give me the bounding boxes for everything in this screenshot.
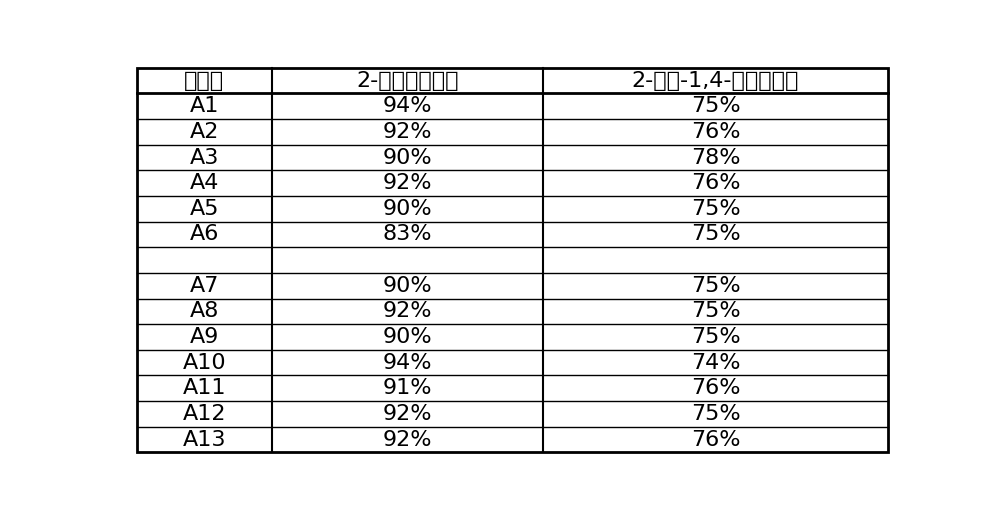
Text: 94%: 94%: [383, 96, 432, 116]
Text: A13: A13: [183, 430, 226, 450]
Text: A11: A11: [183, 379, 226, 398]
Text: 90%: 90%: [382, 199, 432, 219]
Text: 83%: 83%: [383, 225, 432, 245]
Text: 75%: 75%: [691, 199, 740, 219]
Text: 2-甲基-1,4-萘醌选择性: 2-甲基-1,4-萘醌选择性: [632, 71, 799, 91]
Text: A3: A3: [190, 147, 219, 167]
Text: A12: A12: [183, 404, 226, 424]
Text: 76%: 76%: [691, 430, 740, 450]
Text: A10: A10: [182, 353, 226, 373]
Text: 92%: 92%: [383, 122, 432, 142]
Text: 2-甲基萘转化率: 2-甲基萘转化率: [356, 71, 459, 91]
Text: 76%: 76%: [691, 173, 740, 193]
Text: 75%: 75%: [691, 327, 740, 347]
Text: 76%: 76%: [691, 379, 740, 398]
Text: 90%: 90%: [382, 147, 432, 167]
Text: 78%: 78%: [691, 147, 740, 167]
Text: 75%: 75%: [691, 276, 740, 296]
Text: 催化剂: 催化剂: [184, 71, 224, 91]
Text: 74%: 74%: [691, 353, 740, 373]
Text: 75%: 75%: [691, 96, 740, 116]
Text: 92%: 92%: [383, 173, 432, 193]
Text: 92%: 92%: [383, 404, 432, 424]
Text: 75%: 75%: [691, 301, 740, 321]
Text: A8: A8: [190, 301, 219, 321]
Text: A9: A9: [190, 327, 219, 347]
Text: A1: A1: [190, 96, 219, 116]
Text: 90%: 90%: [382, 327, 432, 347]
Text: 91%: 91%: [383, 379, 432, 398]
Text: A6: A6: [190, 225, 219, 245]
Text: 94%: 94%: [383, 353, 432, 373]
Text: A2: A2: [190, 122, 219, 142]
Text: A5: A5: [190, 199, 219, 219]
Text: 76%: 76%: [691, 122, 740, 142]
Text: 75%: 75%: [691, 404, 740, 424]
Text: 90%: 90%: [382, 276, 432, 296]
Text: A7: A7: [190, 276, 219, 296]
Text: 75%: 75%: [691, 225, 740, 245]
Text: 92%: 92%: [383, 430, 432, 450]
Text: 92%: 92%: [383, 301, 432, 321]
Text: A4: A4: [190, 173, 219, 193]
